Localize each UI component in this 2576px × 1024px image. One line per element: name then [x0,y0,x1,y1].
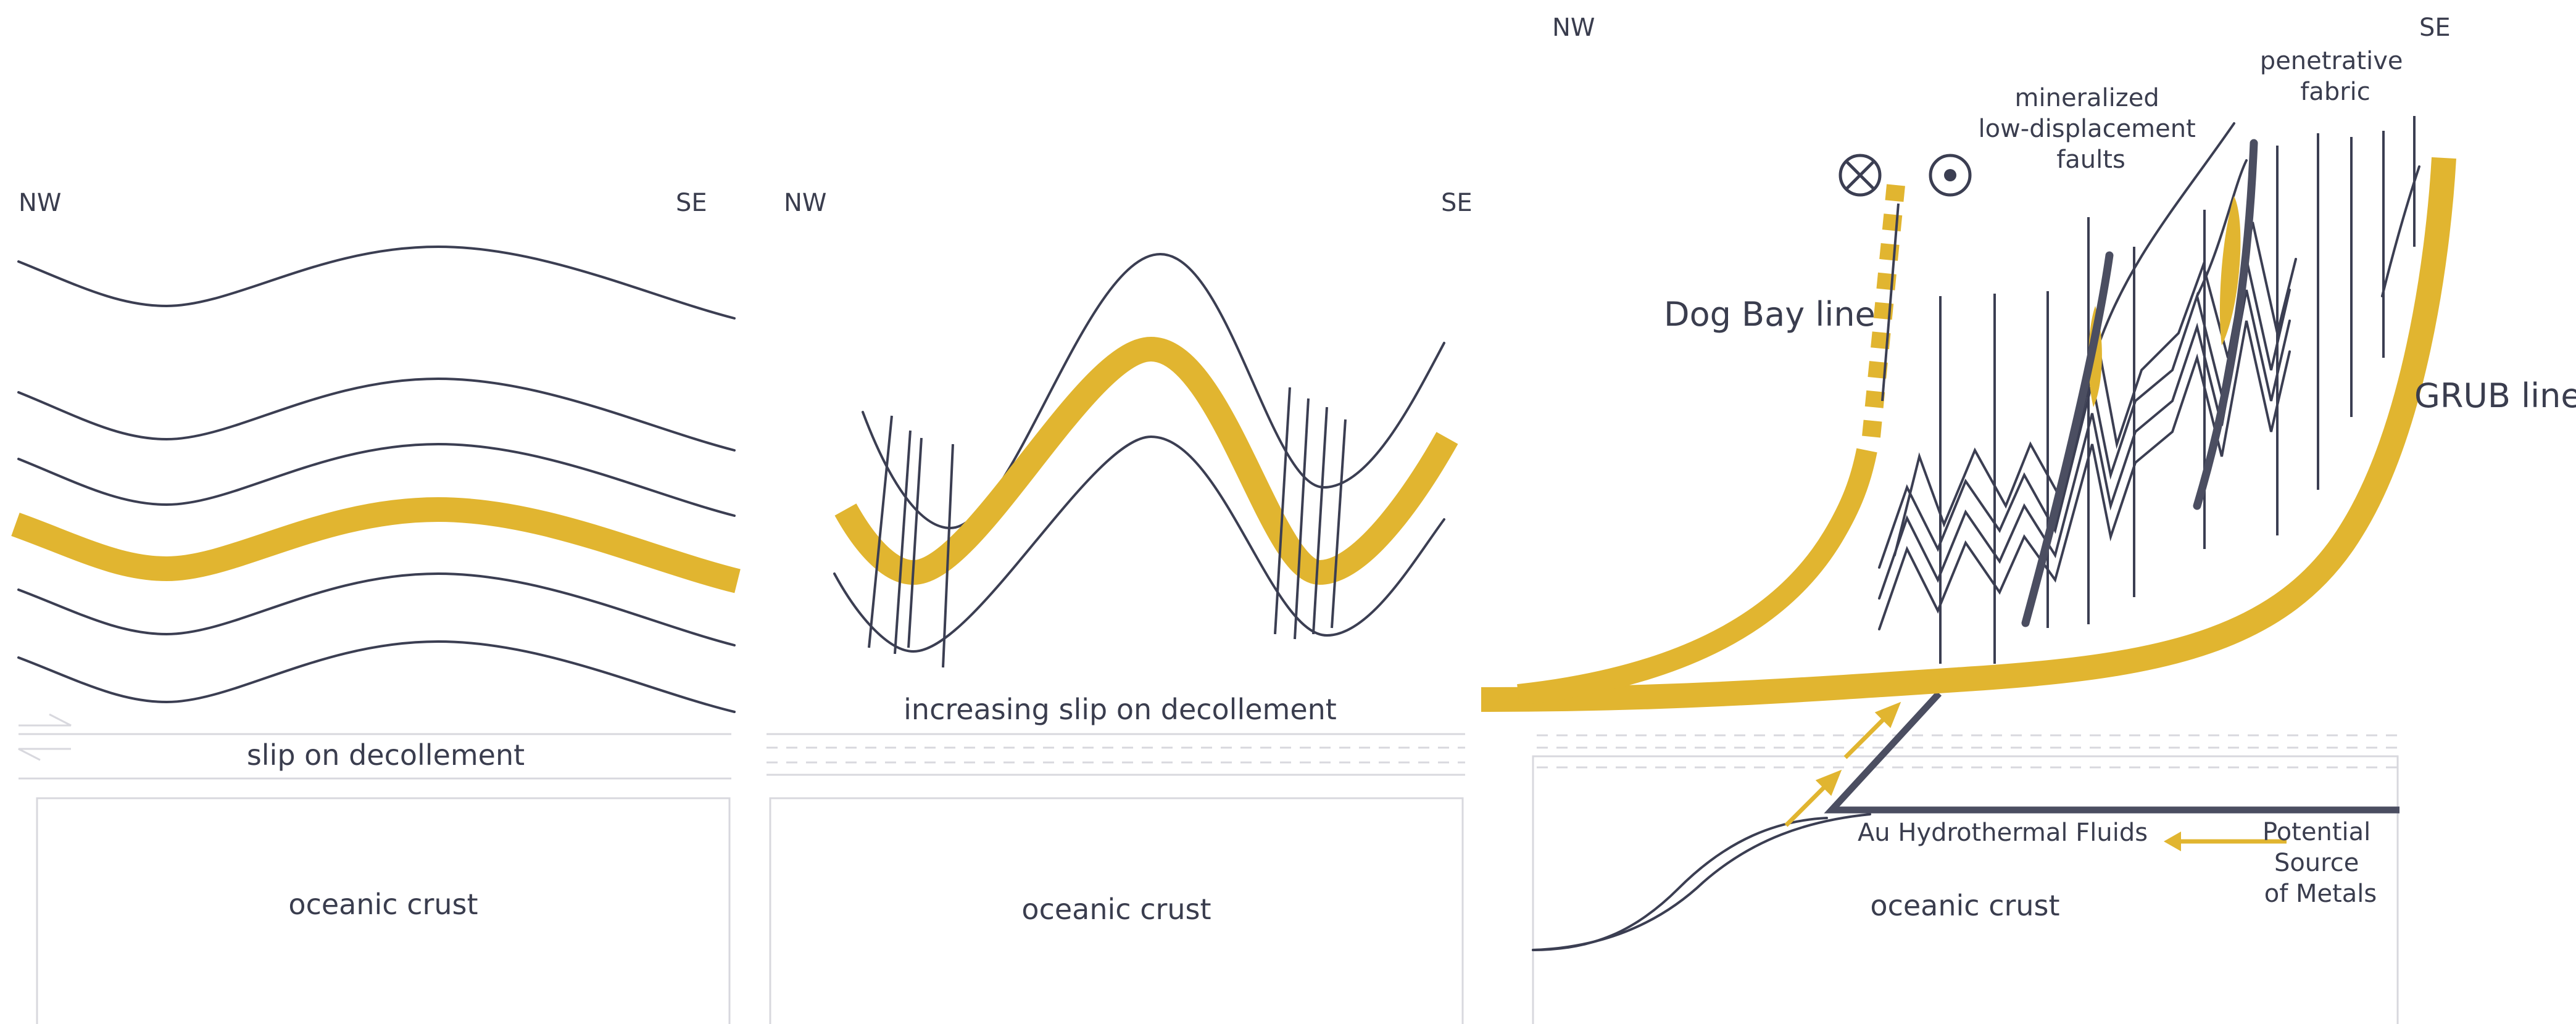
panel1-nw-label: NW [19,189,61,217]
panel3-crust-box [1532,755,2399,1024]
panel3-fabric-label: penetrative fabric [2260,47,2411,106]
panel3-mineralized-fault-2 [2193,139,2258,510]
panel2-nw-label: NW [784,189,826,217]
panel3-fabric-line-1: penetrative [2260,47,2403,75]
panel3-dog-bay-dashed [1862,184,1905,438]
panel3-nw-label: NW [1552,14,1595,42]
panel3-source-line-2: Source [2274,849,2359,877]
panel3-dog-bay-ramp [1517,448,1877,705]
panel3-source-arrow-icon [2164,832,2287,851]
panel1-stratum-2 [17,377,736,452]
panel1-stratum-5 [17,640,736,713]
panel3-source-line-3: of Metals [2264,880,2377,908]
panel1-gold-horizon [11,497,741,593]
panel-3: NW SE Au Hydrothermal Fluids Potential S… [1481,14,2576,1024]
panel2-crust-box [769,797,1464,1024]
panel3-penetrative-fabric [1939,116,2420,664]
panel2-gold-horizon [834,337,1458,585]
panel-2: NW SE increasing slip on decollement oce… [767,189,1473,1024]
panel3-fluid-conduit [1824,691,2399,814]
panel3-source-line-1: Potential [2262,818,2370,846]
panel2-stratum-upper [862,252,1445,530]
panel3-faults-line-1: mineralized [2015,84,2159,112]
panel1-stratum-3 [17,442,736,517]
panel3-dog-bay-trace [1881,203,1900,402]
panel3-crust-ramp-1 [1532,817,1828,951]
panel3-out-of-page-icon [1929,154,1972,197]
panel3-crust-ramp-2 [1532,813,1871,951]
panel3-grub-label: GRUB line [2414,376,2576,415]
panel-1: NW SE slip on decollement oceanic crust [11,189,741,1024]
panel2-slip-label: increasing slip on decollement [904,693,1337,726]
panel3-into-page-icon [1839,154,1882,197]
panel3-se-label: SE [2419,14,2451,42]
panel3-crust-label: oceanic crust [1870,889,2059,922]
panel3-mineralized-fault-1 [2021,251,2114,627]
panel3-fluids-label: Au Hydrothermal Fluids [1858,819,2148,847]
panel3-fluid-arrows-icon [1784,701,1901,827]
panel3-gold-lens-2 [2219,196,2241,345]
panel1-slip-label: slip on decollement [247,738,525,772]
panel2-crust-label: oceanic crust [1021,893,1211,926]
panel2-stratum-lower [833,435,1445,653]
panel1-stratum-1 [17,245,736,320]
panel1-se-label: SE [676,189,707,217]
panel3-source-label: Potential Source of Metals [2262,818,2379,908]
panel2-se-label: SE [1441,189,1473,217]
panel3-faults-label: mineralized low-displacement faults [1978,84,2203,174]
panel3-faults-line-3: faults [2056,146,2125,174]
panel3-dog-bay-label: Dog Bay line [1664,295,1876,334]
panel1-crust-box [36,797,731,1024]
panel3-gold-decollement [1481,157,2456,712]
panel2-faults-left [868,415,954,668]
panel2-faults-right [1274,387,1347,640]
panel3-faults-line-2: low-displacement [1978,115,2195,143]
panel1-crust-label: oceanic crust [288,888,478,921]
panel3-fabric-line-2: fabric [2300,78,2370,106]
panel1-slip-arrows-icon [18,713,72,761]
panel1-stratum-4 [17,572,736,646]
